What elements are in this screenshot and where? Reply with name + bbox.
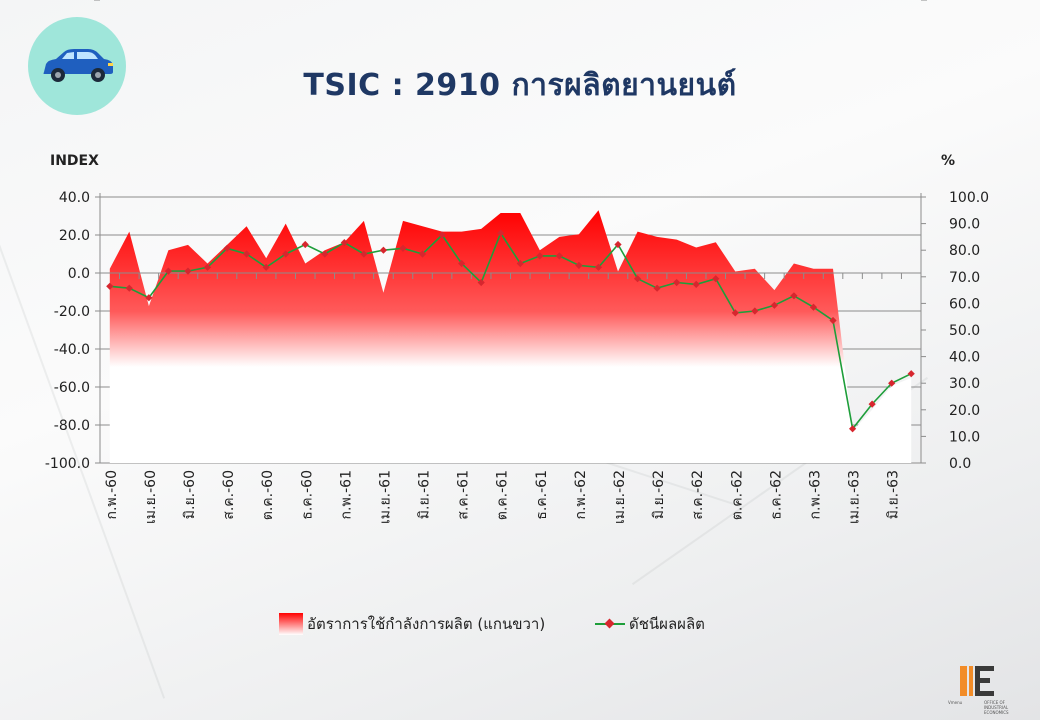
line-point	[575, 261, 583, 269]
line-point	[458, 259, 466, 268]
y-left-tick-label: -20.0	[54, 304, 90, 320]
line-point	[516, 259, 524, 268]
y-right-tick-label: 10.0	[949, 429, 980, 445]
x-tick-label: มิ.ย.-61	[417, 470, 433, 519]
line-point	[555, 252, 563, 260]
x-tick-label: เม.ย.-60	[143, 470, 159, 524]
y-right-tick-label: 0.0	[949, 456, 971, 472]
line-point	[184, 267, 192, 275]
line-point	[907, 370, 915, 378]
x-tick-label: ธ.ค.-62	[768, 470, 784, 520]
y-right-tick-label: 60.0	[949, 296, 980, 312]
x-tick-label: เม.ย.-62	[612, 470, 628, 524]
line-point	[790, 292, 798, 300]
line-point	[497, 229, 505, 237]
line-point	[282, 250, 290, 258]
x-tick-label: ส.ค.-62	[690, 470, 706, 520]
line-point	[379, 246, 388, 254]
y-right-tick-label: 70.0	[949, 270, 980, 286]
legend-line-swatch	[595, 618, 625, 630]
x-tick-label: ก.พ.-60	[104, 470, 120, 519]
legend-line: ดัชนีผลผลิต	[595, 612, 705, 636]
line-point	[633, 275, 642, 283]
x-tick-label: ธ.ค.-60	[299, 470, 315, 520]
logo-text-left: Vmenu	[948, 700, 963, 705]
line-point	[360, 250, 368, 258]
line-point	[301, 240, 309, 249]
x-tick-label: ก.พ.-61	[338, 470, 354, 519]
legend-area-swatch	[279, 613, 303, 635]
x-tick-label: ต.ค.-61	[495, 470, 511, 520]
car-icon	[43, 49, 113, 82]
line-series	[109, 231, 912, 431]
y-right-tick-label: 20.0	[949, 403, 980, 419]
left-axis-unit: INDEX	[50, 153, 99, 169]
line-point	[673, 278, 681, 287]
line-point	[751, 307, 759, 315]
y-right-tick-label: 100.0	[949, 190, 989, 206]
line-point	[594, 263, 603, 271]
x-tick-label: ต.ค.-60	[260, 470, 276, 520]
line-point	[438, 231, 446, 239]
logo-text-right: OFFICE OF INDUSTRIAL ECONOMICS	[984, 700, 1009, 715]
y-left-tick-label: 40.0	[59, 190, 90, 206]
line-point	[809, 303, 818, 311]
line-point	[653, 284, 661, 292]
line-point	[243, 250, 251, 258]
line-point	[868, 400, 876, 408]
page-title: TSIC : 2910 การผลิตยานยนต์	[303, 68, 737, 103]
line-point	[418, 250, 427, 258]
line-point	[770, 301, 778, 309]
oie-logo: Vmenu OFFICE OF INDUSTRIAL ECONOMICS	[948, 666, 1018, 715]
x-tick-label: ส.ค.-61	[456, 470, 472, 520]
line-point	[125, 284, 133, 292]
line-point	[262, 263, 270, 271]
x-tick-label: มิ.ย.-62	[651, 470, 667, 519]
y-left-tick-label: -40.0	[54, 342, 90, 358]
line-point	[145, 294, 153, 302]
line-point	[848, 425, 857, 433]
y-right-tick-label: 80.0	[949, 243, 980, 259]
line-point	[477, 278, 485, 287]
x-tick-label: มิ.ย.-63	[886, 470, 902, 519]
line-point	[321, 250, 329, 258]
line-point	[399, 244, 407, 252]
chart: 40.0 20.0 0.0 -20.0 -40.0 -60.0 -80.0 -100.0 100…	[45, 0, 989, 524]
y-right-tick-label: 30.0	[949, 376, 980, 392]
line-point	[106, 282, 114, 290]
line-point	[712, 275, 720, 283]
car-badge	[28, 17, 126, 115]
y-left-tick-label: 20.0	[59, 228, 90, 244]
x-tick-label: ก.พ.-63	[807, 470, 823, 519]
x-tick-label: มิ.ย.-60	[182, 470, 198, 519]
legend-line-label: ดัชนีผลผลิต	[629, 615, 705, 633]
line-point	[692, 280, 700, 288]
legend-area-label: อัตราการใช้กำลังการผลิต (แกนขวา)	[307, 615, 546, 633]
y-right-tick-label: 40.0	[949, 350, 980, 366]
line-point	[888, 379, 896, 387]
y-left-tick-label: 0.0	[68, 266, 90, 282]
legend-area: อัตราการใช้กำลังการผลิต (แกนขวา)	[279, 612, 545, 636]
line-point	[340, 239, 348, 247]
line-point	[223, 244, 231, 252]
line-point	[536, 252, 544, 260]
x-tick-label: เม.ย.-63	[847, 470, 863, 524]
y-left-tick-label: -80.0	[54, 418, 90, 434]
x-tick-label: เม.ย.-61	[377, 470, 393, 524]
x-tick-label: ส.ค.-60	[221, 470, 237, 520]
y-left-tick-label: -60.0	[54, 380, 90, 396]
x-tick-label: ธ.ค.-61	[534, 470, 550, 520]
x-tick-label: ต.ค.-62	[729, 470, 745, 520]
y-left-tick-label: -100.0	[45, 456, 90, 472]
line-point	[614, 240, 622, 249]
right-axis-unit: %	[941, 153, 956, 169]
y-right-tick-label: 50.0	[949, 323, 980, 339]
line-point	[829, 316, 837, 325]
x-tick-label: ก.พ.-62	[573, 470, 589, 519]
line-point	[164, 267, 173, 275]
y-right-tick-label: 90.0	[949, 217, 980, 233]
line-point	[731, 309, 739, 317]
logo-icon	[960, 666, 994, 696]
line-point	[203, 263, 212, 271]
